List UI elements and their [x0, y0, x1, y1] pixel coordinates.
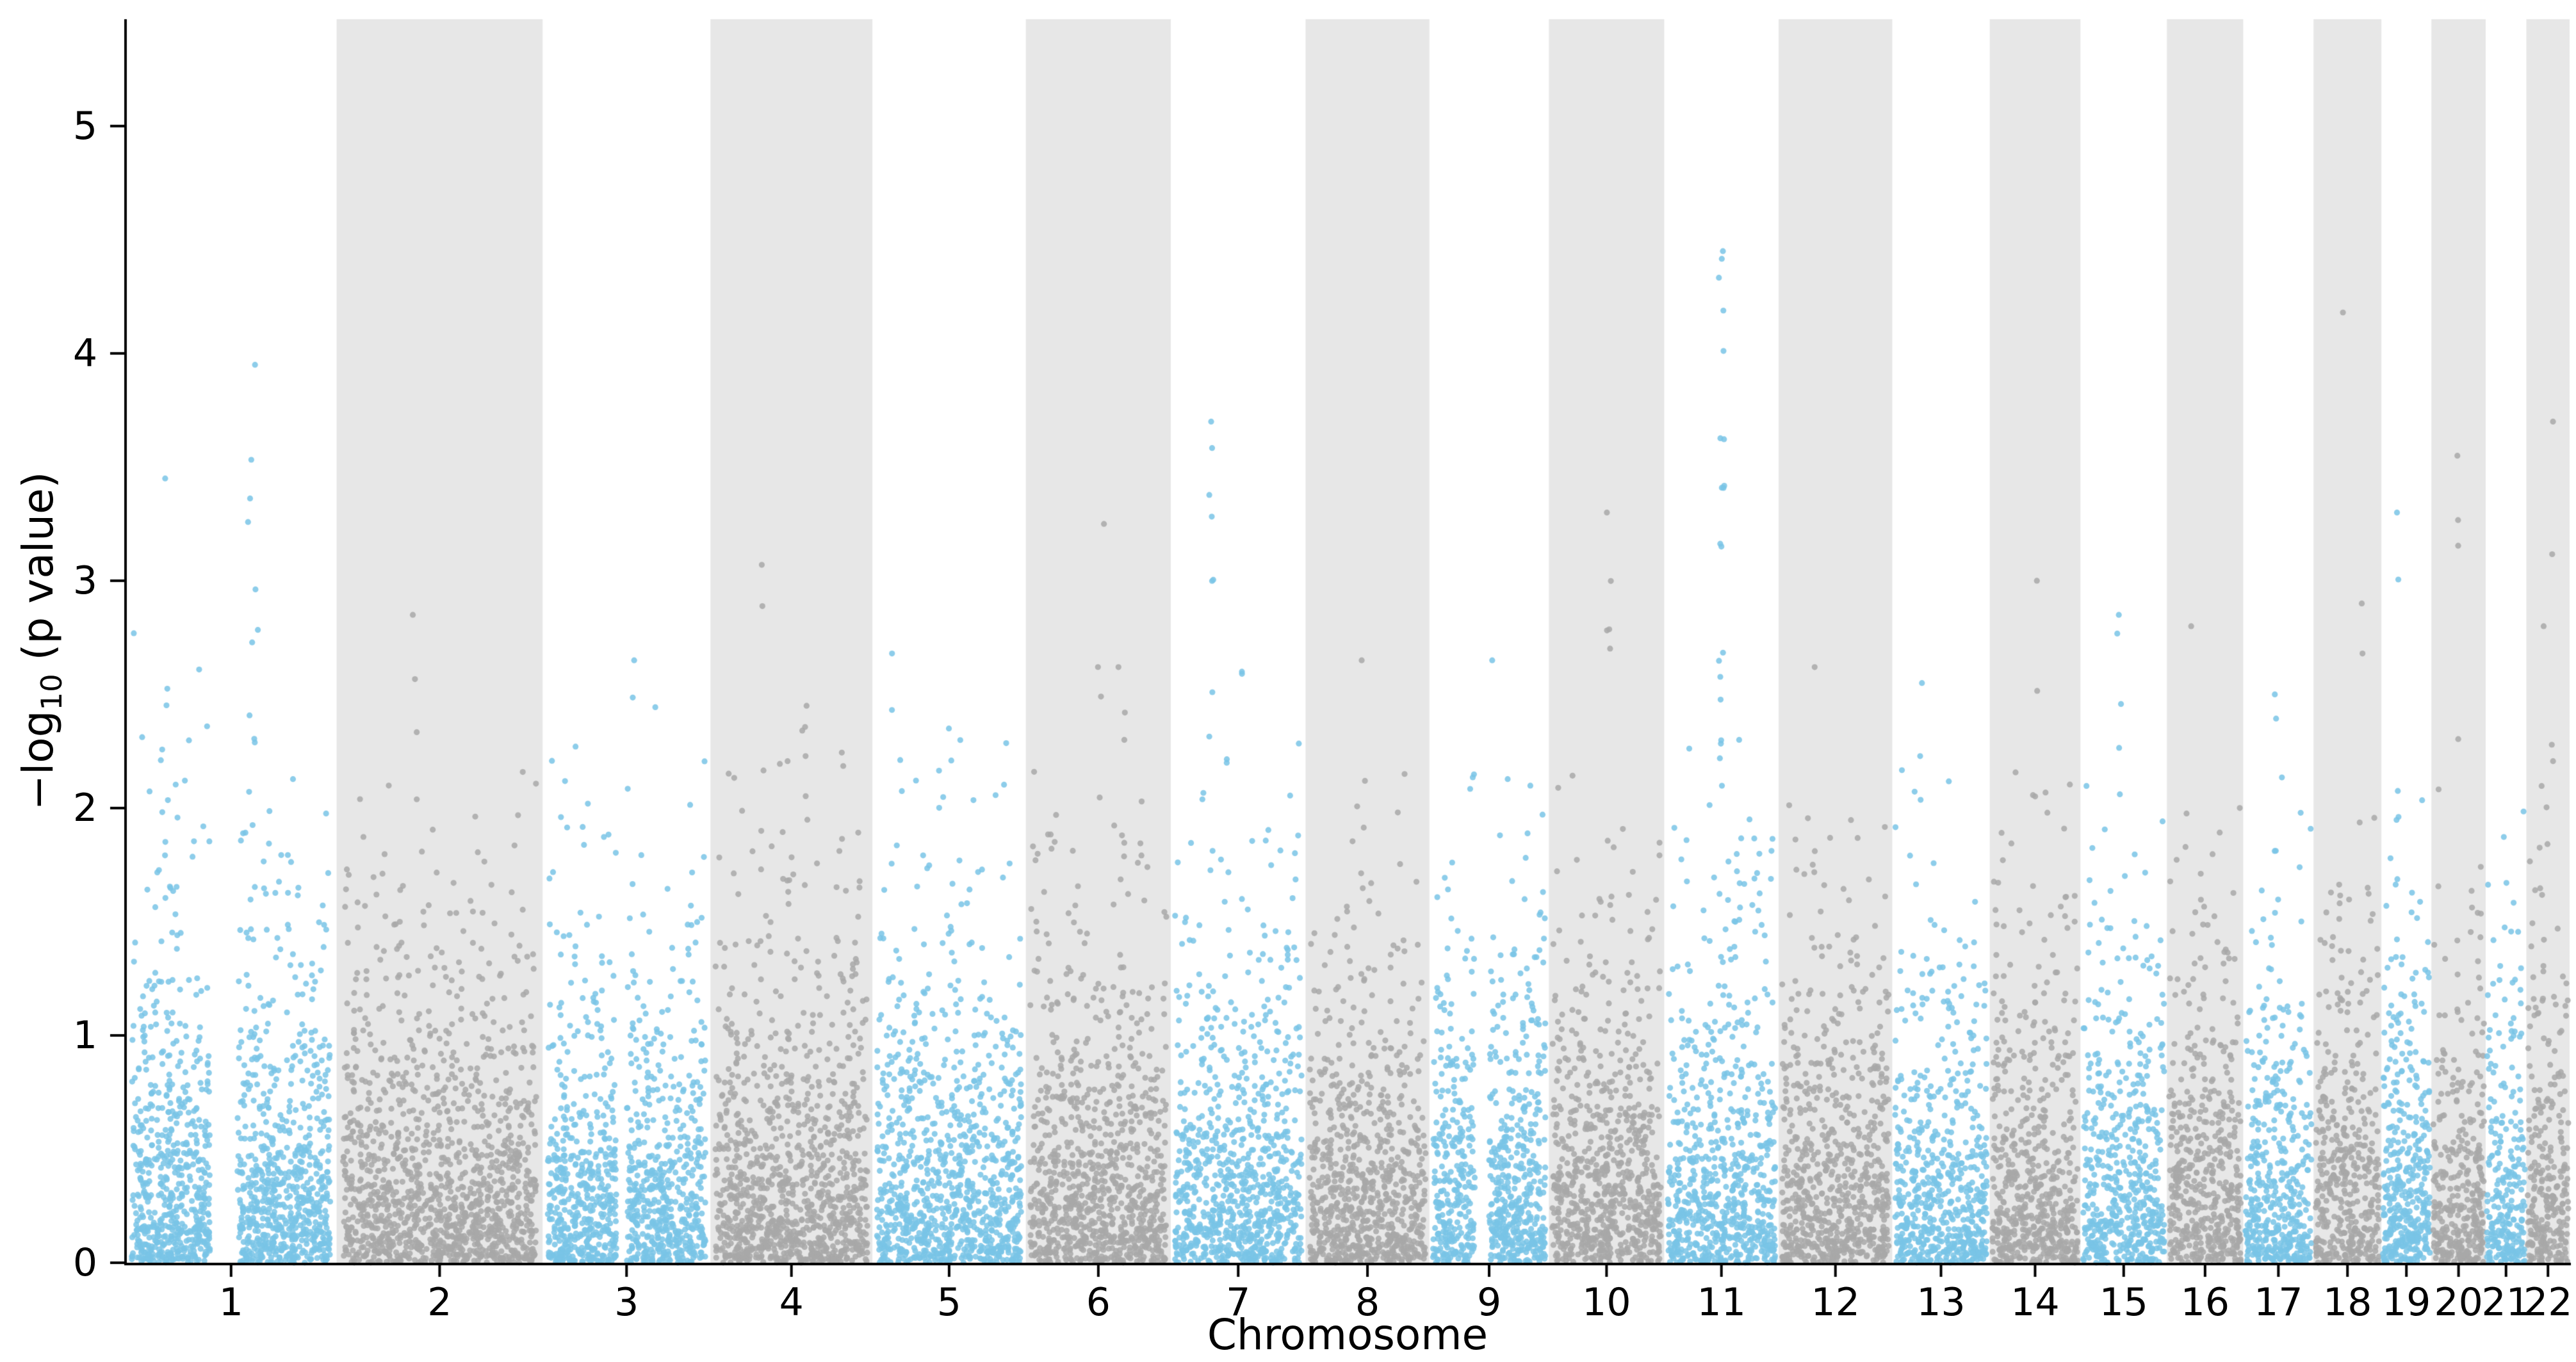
x-tick-label: 14: [2010, 1280, 2060, 1325]
x-tick-label: 15: [2099, 1280, 2148, 1325]
x-tick-label: 13: [1916, 1280, 1966, 1325]
x-tick-label: 8: [1355, 1280, 1380, 1325]
x-tick-label: 6: [1086, 1280, 1111, 1325]
y-tick-label: 0: [72, 1240, 97, 1285]
x-tick-label: 21: [2481, 1280, 2531, 1325]
y-axis-label: −log10 (p value): [13, 472, 69, 811]
x-tick-label: 9: [1476, 1280, 1502, 1325]
x-tick-label: 22: [2523, 1280, 2573, 1325]
y-tick-label: 2: [72, 785, 97, 831]
x-tick-label: 19: [2382, 1280, 2431, 1325]
x-tick-label: 17: [2254, 1280, 2303, 1325]
y-tick-label: 5: [72, 103, 97, 149]
y-axis-label-subscript: 10: [35, 674, 69, 711]
x-axis-label: Chromosome: [1207, 1310, 1488, 1359]
x-tick-label: 7: [1226, 1280, 1251, 1325]
x-tick-label: 3: [614, 1280, 639, 1325]
x-tick-label: 1: [218, 1280, 243, 1325]
x-tick-label: 12: [1811, 1280, 1860, 1325]
x-tick-label: 2: [427, 1280, 452, 1325]
x-tick-label: 20: [2434, 1280, 2483, 1325]
y-tick-label: 3: [72, 558, 97, 603]
y-tick-label: 4: [72, 330, 97, 376]
x-tick-label: 16: [2180, 1280, 2230, 1325]
x-tick-label: 5: [936, 1280, 961, 1325]
x-tick-label: 10: [1582, 1280, 1631, 1325]
x-tick-label: 18: [2323, 1280, 2372, 1325]
x-tick-label: 4: [779, 1280, 804, 1325]
y-tick-label: 1: [72, 1012, 97, 1058]
x-tick-label: 11: [1697, 1280, 1746, 1325]
